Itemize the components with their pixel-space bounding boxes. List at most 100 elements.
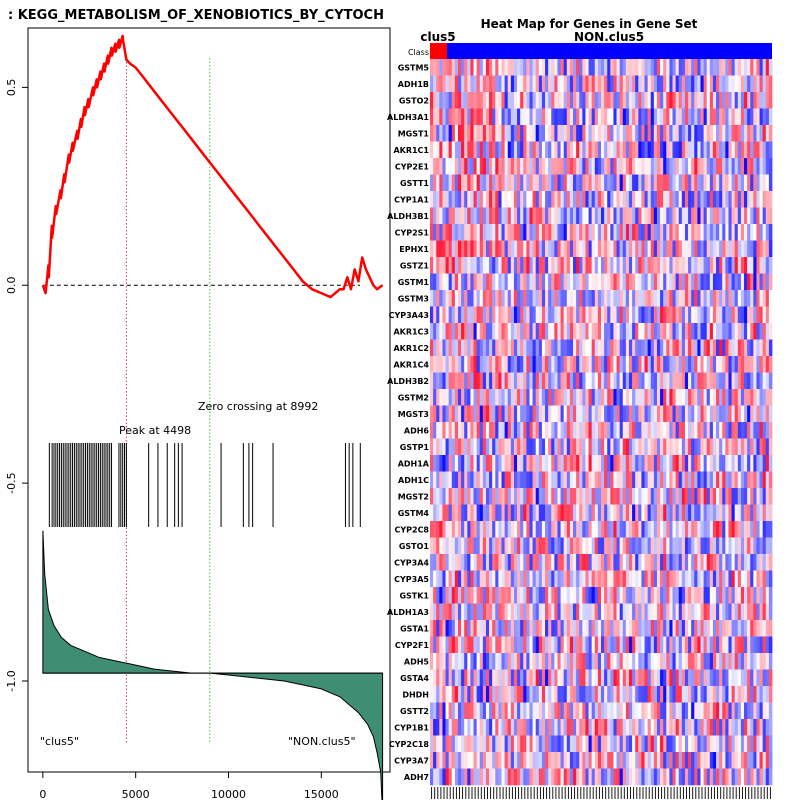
heatmap-cell bbox=[560, 702, 565, 720]
heatmap-cell bbox=[501, 92, 506, 109]
heatmap-cell bbox=[619, 636, 624, 654]
heatmap-cell bbox=[526, 702, 530, 720]
heatmap-cell bbox=[569, 422, 574, 439]
heatmap-cell bbox=[669, 504, 673, 522]
heatmap-cell bbox=[433, 603, 437, 621]
heatmap-cell bbox=[619, 537, 624, 555]
heatmap-cell bbox=[619, 174, 624, 192]
heatmap-cell bbox=[479, 686, 484, 703]
heatmap-cell bbox=[644, 422, 649, 439]
heatmap-cell bbox=[548, 554, 552, 571]
heatmap-cell bbox=[656, 554, 661, 571]
heatmap-cell bbox=[712, 158, 717, 175]
heatmap-cell bbox=[504, 570, 509, 588]
heatmap-cell bbox=[582, 158, 586, 175]
heatmap-cell bbox=[510, 92, 515, 109]
heatmap-cell bbox=[585, 125, 589, 142]
heatmap-cell bbox=[765, 290, 770, 307]
heatmap-cell bbox=[650, 455, 655, 472]
heatmap-cell bbox=[498, 273, 502, 291]
heatmap-cell bbox=[700, 92, 704, 109]
heatmap-cell bbox=[653, 521, 658, 538]
heatmap-cell bbox=[473, 620, 478, 637]
heatmap-cell bbox=[557, 554, 561, 571]
heatmap-cell bbox=[445, 570, 450, 588]
heatmap-cell bbox=[719, 686, 723, 703]
heatmap-cell bbox=[684, 306, 689, 324]
heatmap-cell bbox=[635, 471, 639, 489]
heatmap-cell bbox=[470, 158, 474, 175]
heatmap-cell bbox=[569, 471, 574, 489]
heatmap-cell bbox=[545, 504, 549, 522]
heatmap-cell bbox=[557, 174, 561, 192]
heatmap-cell bbox=[464, 570, 468, 588]
heatmap-cell bbox=[532, 471, 537, 489]
heatmap-cell bbox=[541, 92, 546, 109]
heatmap-cell bbox=[694, 75, 698, 93]
heatmap-cell bbox=[467, 554, 471, 571]
heatmap-cell bbox=[666, 521, 670, 538]
heatmap-cell bbox=[597, 653, 602, 670]
heatmap-cell bbox=[594, 719, 599, 736]
heatmap-cell bbox=[607, 92, 611, 109]
heatmap-cell bbox=[597, 719, 602, 736]
heatmap-cell bbox=[644, 488, 649, 505]
heatmap-cell bbox=[744, 290, 748, 307]
heatmap-cell bbox=[681, 389, 686, 406]
heatmap-cell bbox=[597, 702, 602, 720]
heatmap-cell bbox=[439, 323, 443, 340]
heatmap-cell bbox=[684, 636, 689, 654]
heatmap-cell bbox=[461, 471, 465, 489]
heatmap-cell bbox=[700, 356, 704, 373]
heatmap-cell bbox=[672, 521, 677, 538]
heatmap-cell bbox=[436, 92, 440, 109]
heatmap-cell bbox=[697, 669, 701, 687]
heatmap-cell bbox=[601, 752, 605, 769]
heatmap-cell bbox=[625, 455, 630, 472]
heatmap-cell bbox=[526, 240, 530, 258]
heatmap-cell bbox=[430, 141, 434, 159]
heatmap-cell bbox=[762, 653, 767, 670]
heatmap-row-label: ADH1A bbox=[398, 459, 430, 468]
heatmap-cell bbox=[439, 636, 443, 654]
heatmap-cell bbox=[538, 75, 543, 93]
heatmap-cell bbox=[669, 224, 673, 241]
heatmap-cell bbox=[576, 158, 580, 175]
heatmap-cell bbox=[762, 108, 767, 126]
heatmap-cell bbox=[473, 636, 478, 654]
heatmap-cell bbox=[532, 125, 537, 142]
heatmap-cell bbox=[638, 290, 642, 307]
heatmap-cell bbox=[719, 620, 723, 637]
heatmap-cell bbox=[517, 702, 521, 720]
heatmap-cell bbox=[691, 587, 695, 604]
heatmap-cell bbox=[557, 768, 561, 786]
heatmap-cell bbox=[641, 719, 645, 736]
heatmap-cell bbox=[625, 752, 630, 769]
heatmap-cell bbox=[507, 537, 512, 555]
heatmap-cell bbox=[719, 669, 723, 687]
heatmap-cell bbox=[545, 174, 549, 192]
heatmap-cell bbox=[495, 752, 499, 769]
heatmap-cell bbox=[591, 207, 596, 225]
heatmap-cell bbox=[644, 372, 649, 390]
heatmap-cell bbox=[573, 356, 577, 373]
heatmap-cell bbox=[722, 191, 726, 208]
heatmap-cell bbox=[597, 455, 602, 472]
heatmap-cell bbox=[768, 339, 773, 357]
heatmap-cell bbox=[579, 75, 583, 93]
heatmap-cell bbox=[716, 752, 720, 769]
heatmap-cell bbox=[697, 620, 701, 637]
heatmap-cell bbox=[597, 521, 602, 538]
heatmap-cell bbox=[532, 455, 537, 472]
heatmap-cell bbox=[635, 455, 639, 472]
heatmap-cell bbox=[554, 438, 558, 456]
heatmap-cell bbox=[448, 92, 453, 109]
heatmap-cell bbox=[535, 389, 540, 406]
heatmap-cell bbox=[660, 125, 664, 142]
heatmap-cell bbox=[762, 323, 767, 340]
heatmap-cell bbox=[489, 158, 493, 175]
heatmap-cell bbox=[663, 141, 667, 159]
heatmap-cell bbox=[436, 191, 440, 208]
heatmap-cell bbox=[753, 125, 757, 142]
heatmap-cell bbox=[647, 752, 652, 769]
